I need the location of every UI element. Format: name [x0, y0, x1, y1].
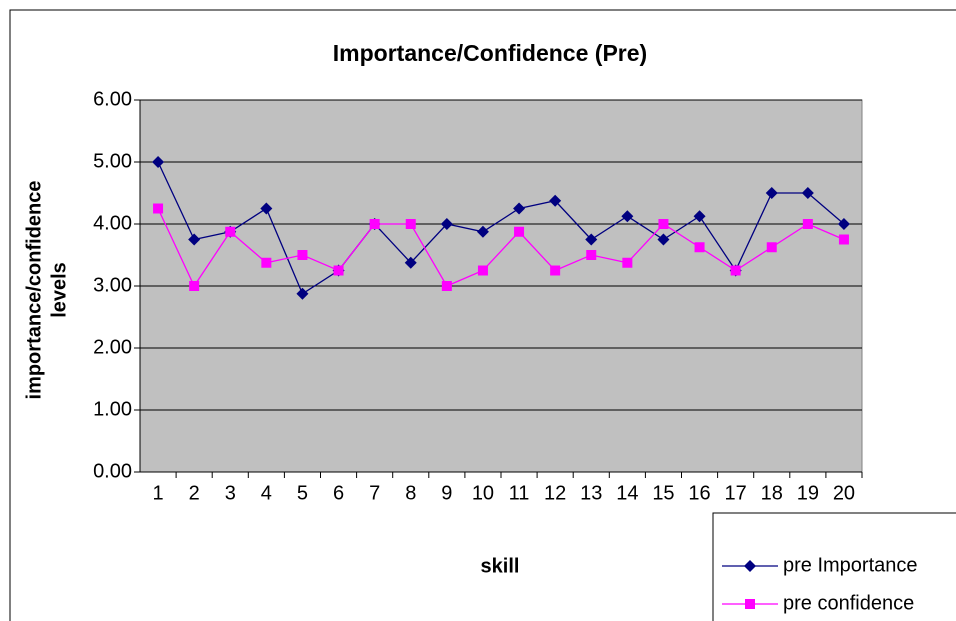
- y-tick-label: 5.00: [93, 150, 132, 172]
- marker: [405, 219, 416, 229]
- x-tick-label: 1: [152, 482, 163, 504]
- marker: [657, 233, 670, 246]
- marker: [549, 194, 562, 207]
- marker: [404, 256, 417, 269]
- y-tick-label: 2.00: [93, 336, 132, 358]
- x-tick-label: 7: [369, 482, 380, 504]
- series-line: [157, 208, 845, 288]
- marker: [586, 250, 597, 260]
- marker: [801, 187, 814, 199]
- marker: [513, 202, 526, 215]
- marker: [369, 219, 380, 229]
- marker: [476, 225, 489, 238]
- y-tick-label: 3.00: [93, 274, 132, 296]
- marker: [297, 250, 308, 260]
- y-tick-label: 4.00: [93, 212, 132, 234]
- x-tick-label: 5: [297, 482, 308, 504]
- marker: [744, 560, 756, 572]
- x-tick-label: 3: [225, 482, 236, 504]
- marker: [477, 265, 488, 276]
- marker: [550, 265, 561, 276]
- x-tick-label: 15: [652, 482, 674, 504]
- y-axis-label-line: levels: [48, 262, 70, 318]
- marker: [261, 257, 272, 268]
- x-tick-label: 19: [797, 482, 819, 504]
- x-tick-label: 8: [405, 482, 416, 504]
- marker: [693, 210, 706, 223]
- x-tick-label: 9: [441, 482, 452, 504]
- legend-label: pre confidence: [783, 592, 914, 614]
- y-axis-label: importance/confidence levels: [23, 181, 70, 400]
- marker: [837, 218, 850, 230]
- marker: [260, 202, 273, 215]
- legend: pre Importance pre confidence: [712, 512, 956, 621]
- x-tick-label: 16: [688, 482, 710, 504]
- marker: [694, 242, 705, 253]
- marker: [296, 287, 309, 300]
- marker: [745, 599, 755, 609]
- x-tick-label: 2: [189, 482, 200, 504]
- y-tick-label: 0.00: [93, 460, 132, 482]
- chart-border: [9, 9, 956, 621]
- x-tick-label: 11: [509, 482, 530, 504]
- x-tick-label: 14: [616, 482, 638, 504]
- x-tick-label: 18: [761, 482, 783, 504]
- x-axis-label: skill: [481, 555, 520, 577]
- x-tick-label: 13: [580, 482, 602, 504]
- x-tick-label: 10: [472, 482, 494, 504]
- marker: [658, 219, 669, 229]
- y-tick-label: 6.00: [93, 88, 132, 110]
- marker: [188, 233, 201, 246]
- marker: [333, 265, 344, 276]
- marker: [838, 234, 849, 245]
- chart-title: Importance/Confidence (Pre): [333, 40, 647, 66]
- marker: [766, 242, 777, 253]
- series-line: [157, 161, 845, 295]
- x-tick-label: 4: [261, 482, 272, 504]
- x-tick-label: 12: [544, 482, 566, 504]
- marker: [440, 218, 453, 230]
- marker: [153, 203, 164, 214]
- y-axis-label-line: importance/confidence: [23, 181, 45, 400]
- marker: [621, 210, 634, 223]
- marker: [225, 226, 236, 237]
- marker: [802, 219, 813, 229]
- marker: [152, 156, 165, 168]
- marker: [585, 233, 598, 246]
- marker: [765, 187, 778, 199]
- marker: [441, 281, 452, 291]
- marker: [622, 257, 633, 268]
- marker: [189, 281, 200, 291]
- x-tick-label: 6: [333, 482, 344, 504]
- marker: [514, 226, 525, 237]
- legend-label: pre Importance: [783, 554, 918, 576]
- y-tick-label: 1.00: [93, 398, 132, 420]
- marker: [730, 265, 741, 276]
- x-tick-label: 17: [725, 482, 747, 504]
- x-tick-label: 20: [833, 482, 855, 504]
